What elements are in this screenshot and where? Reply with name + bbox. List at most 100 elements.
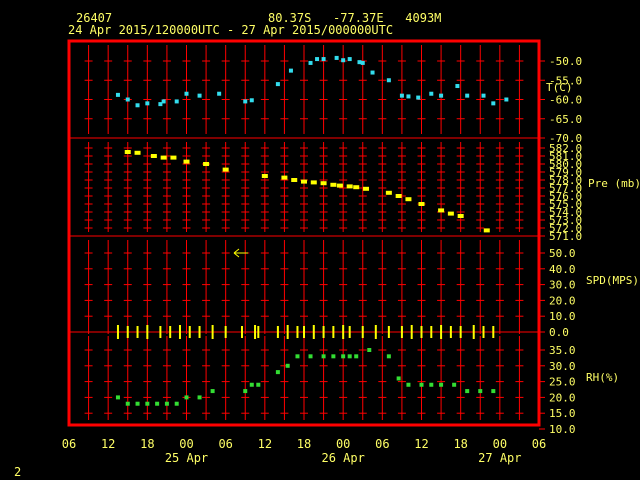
temperature-point [439,93,444,98]
pressure-point [457,214,464,218]
temperature-point [161,99,166,104]
temperature-point [115,92,120,97]
pressure-point [363,186,370,191]
axis-tick-label: 582.0 [549,142,582,155]
rh-point [135,401,140,406]
x-tick-label: 06 [532,437,546,451]
data-marks [115,55,509,406]
x-day-label: 25 Apr [165,451,208,465]
station-id: 26407 [76,11,113,25]
temperature-point [184,91,189,96]
rh-point [491,389,496,394]
axis-tick-label: -70.0 [549,132,582,145]
axis-tick-label: 50.0 [549,247,576,260]
axis-tick-label: 575.0 [549,198,582,211]
temperature-point [357,60,362,65]
axis-tick-label: 574.0 [549,206,582,219]
grid [84,45,524,420]
temperature-point [321,57,326,62]
temperature-point [174,99,179,104]
rh-point [174,401,179,406]
page-number: 2 [14,465,22,479]
temperature-point [288,68,293,73]
axis-tick-label: -50.0 [549,55,582,68]
temperature-point [158,102,163,107]
temperature-point [334,55,339,60]
axis-tick-label: 572.0 [549,222,582,235]
rh-point [367,348,372,352]
axis-tick-label: 20.0 [549,294,576,307]
rh-point [285,363,290,368]
pressure-point [310,180,317,185]
pressure-point [160,155,167,160]
rh-point [331,354,336,359]
axis-tick-label: -55.0 [549,74,582,87]
pressure-point [261,174,268,178]
rh-point [396,376,401,381]
x-tick-label: 00 [179,437,193,451]
rh-point [197,395,202,400]
rh-point [478,389,483,394]
axis-tick-label: 25.0 [549,376,576,389]
x-tick-label: 12 [258,437,272,451]
axis-title-wind_speed: SPD(MPS) [586,274,639,287]
rh-point [308,354,313,359]
axis-tick-label: 573.0 [549,214,582,227]
rh-point [406,382,411,387]
pressure-point [320,181,327,186]
pressure-point [395,194,402,198]
temperature-point [347,57,352,62]
pressure-point [150,154,157,158]
period-title: 24 Apr 2015/120000UTC - 27 Apr 2015/0000… [68,23,394,37]
temperature-point [341,58,346,63]
axis-title-relative_humidity: RH(%) [586,371,619,384]
temperature-point [125,97,130,102]
x-tick-label: 06 [218,437,232,451]
axis-tick-label: 577.0 [549,182,582,195]
rh-point [125,401,130,406]
x-tick-label: 12 [101,437,115,451]
axis-tick-label: 580.0 [549,158,582,171]
axis-tick-label: -60.0 [549,94,582,107]
axis-tick-label: 30.0 [549,279,576,292]
pressure-point [124,150,131,154]
axis-tick-label: 10.0 [549,423,576,436]
axis-tick-label: 571.0 [549,230,582,243]
pressure-point [183,159,190,164]
rh-point [347,354,352,359]
temperature-point [135,103,140,108]
rh-point [429,382,434,387]
axis-tick-label: 40.0 [549,263,576,276]
axis-title-temperature: T(C) [546,81,573,94]
rh-point [145,401,150,406]
pressure-point [134,150,141,155]
temperature-point [455,84,460,89]
pressure-point [385,190,392,195]
rh-point [256,382,261,387]
temperature-point [197,93,202,98]
rh-point [115,395,120,400]
temperature-point [481,93,486,98]
rh-point [295,354,300,359]
wind-direction-arrow [233,248,248,258]
axis-tick-label: 15.0 [549,407,576,420]
axis-tick-label: 35.0 [549,344,576,357]
temperature-point [243,99,248,104]
temperature-point [217,91,222,96]
temperature-point [370,70,375,75]
rh-point [419,382,424,387]
rh-point [210,389,215,394]
axis-labels: -50.0-55.0-60.0-65.0-70.0T(C)582.0581.05… [62,55,640,465]
rh-point [184,395,189,400]
temperature-point [491,101,496,106]
rh-point [164,401,169,406]
rh-point [155,401,160,406]
axis-tick-label: -65.0 [549,113,582,126]
x-tick-label: 06 [62,437,76,451]
rh-point [341,354,346,359]
x-tick-label: 00 [336,437,350,451]
station-location: 80.37S -77.37E 4093M [268,11,442,25]
rh-point [452,382,457,387]
temperature-point [429,91,434,96]
